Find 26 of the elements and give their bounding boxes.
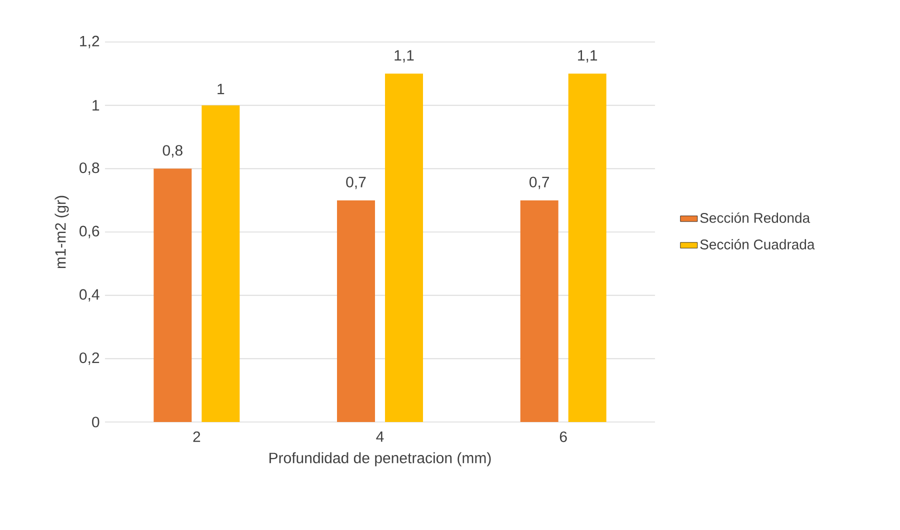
x-tick-label: 2 [193,431,200,442]
data-label: 0,8 [162,145,182,158]
y-axis-title: m1-m2 (gr) [54,196,69,268]
y-tick-label: 1 [92,100,100,110]
x-tick-label: 4 [376,431,384,442]
y-tick-label: 0,8 [80,162,100,175]
bar [154,168,192,422]
y-tick-label: 0,2 [80,352,100,365]
y-tick-label: 0,4 [80,289,100,302]
x-axis-title: Profundidad de penetracion (mm) [270,452,491,466]
legend-label: Sección Cuadrada [700,238,815,250]
y-tick-label: 0 [92,416,100,428]
data-label: 1 [218,84,224,94]
data-label: 0,7 [530,176,550,190]
data-label: 0,7 [346,176,366,190]
data-label: 1,1 [578,50,598,62]
bar [520,200,558,422]
bar [337,200,375,422]
x-tick-label: 6 [560,431,567,442]
y-tick-label: 1,2 [80,36,100,48]
legend-label: Sección Redonda [700,212,810,223]
bar [202,105,240,422]
bar [568,74,606,422]
bar [385,74,424,422]
data-label: 1,1 [394,50,414,62]
y-tick-label: 0,6 [80,226,100,238]
